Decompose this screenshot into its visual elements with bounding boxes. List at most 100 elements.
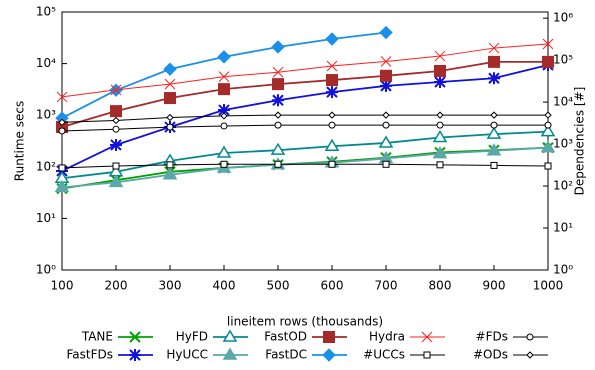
x-tick-label: 600 [321,279,344,293]
x-axis-label: lineitem rows (thousands) [227,315,383,329]
y2-tick-label: 10⁵ [553,53,573,67]
y-axis-label: Runtime secs [13,101,27,181]
marker [488,55,500,68]
x-tick-label: 500 [267,279,290,293]
marker [129,331,141,343]
marker [328,160,336,168]
y2-tick-label: 10³ [553,137,573,151]
series-line [61,64,549,172]
marker [432,146,448,159]
marker [326,60,338,72]
marker [323,331,335,343]
legend-label: FastFDs [66,348,113,362]
x-tick-label: 700 [375,279,398,293]
marker [379,25,393,40]
marker [380,69,392,82]
legend-label: #ODs [473,348,508,362]
x-tick-label: 100 [51,279,74,293]
marker [220,160,228,168]
marker [222,347,238,360]
marker [486,126,502,139]
marker [432,130,448,143]
marker [129,349,141,361]
marker [220,122,228,130]
x-tick-label: 800 [429,279,452,293]
marker [326,74,338,87]
legend-label: HyFD [176,330,208,344]
marker [380,56,392,67]
series-line [61,130,549,180]
y2-tick-label: 10¹ [553,221,573,235]
marker [322,348,336,362]
marker [112,162,120,170]
marker [434,75,446,88]
legend-label: TANE [81,330,113,344]
marker [270,142,286,155]
marker [328,121,336,129]
marker [325,32,339,46]
marker [274,111,282,119]
marker [162,167,178,180]
marker [380,79,392,92]
marker [58,127,66,135]
marker [382,111,390,119]
series-line [61,43,549,98]
marker [163,62,177,76]
marker [490,111,498,119]
marker [222,329,238,342]
marker [488,42,500,54]
marker [166,113,174,122]
y-tick-label: 10³ [36,108,56,122]
legend-label: FastOD [264,330,307,344]
x-tick-label: 1000 [533,279,564,293]
marker [326,86,338,99]
marker [166,123,174,131]
marker [486,143,502,156]
marker [490,121,498,129]
marker [110,84,122,96]
marker [540,124,556,137]
y2-tick-label: 10⁰ [553,263,573,277]
marker [272,78,284,91]
x-tick-label: 400 [213,279,236,293]
marker [421,331,433,343]
y-tick-label: 10¹ [36,211,56,225]
legend-label: Hydra [369,330,405,344]
marker [434,64,446,77]
y-tick-label: 10² [36,159,56,173]
marker [271,40,285,54]
marker [526,351,534,359]
y-tick-label: 10⁴ [36,56,56,70]
legend-label: #FDs [476,330,508,344]
marker [58,164,66,172]
marker [436,161,444,169]
series-line [61,146,549,189]
marker [378,135,394,148]
marker [544,121,552,129]
marker [56,91,68,103]
marker [544,111,552,119]
legend-label: #UCCs [363,348,405,362]
marker [490,161,498,169]
marker [58,118,66,127]
y-tick-label: 10⁵ [36,5,56,19]
marker [108,174,124,188]
series-line [61,60,548,128]
marker [110,105,122,118]
series-line [61,124,548,132]
marker [436,121,444,129]
y2-tick-label: 10⁶ [553,11,573,25]
marker [436,111,444,119]
marker [164,78,176,90]
marker [488,72,500,85]
marker [328,111,336,119]
marker [324,138,340,152]
legend-label: FastDC [265,348,307,362]
marker [526,333,534,341]
series-line [61,163,549,169]
marker [423,351,431,359]
marker [112,116,120,125]
marker [218,71,230,82]
legend-label: HyUCC [166,348,208,362]
